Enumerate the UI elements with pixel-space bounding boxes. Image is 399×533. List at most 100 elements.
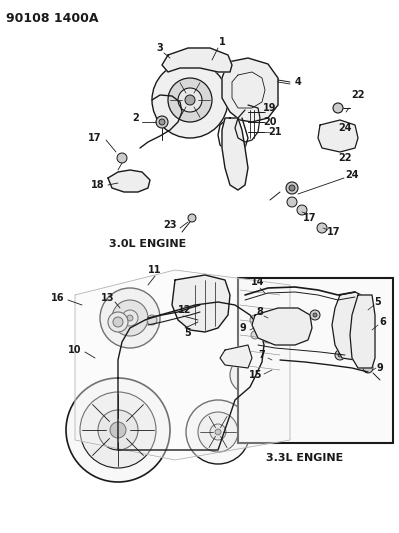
Text: 5: 5 [375, 297, 381, 307]
Circle shape [345, 333, 355, 343]
Text: 10: 10 [68, 345, 82, 355]
Circle shape [266, 336, 270, 340]
Circle shape [185, 95, 195, 105]
Text: 8: 8 [257, 307, 263, 317]
Text: 20: 20 [263, 117, 277, 127]
Polygon shape [350, 295, 375, 368]
Circle shape [313, 313, 317, 317]
Text: 9: 9 [240, 323, 246, 333]
Text: 14: 14 [251, 277, 265, 287]
Text: 18: 18 [91, 180, 105, 190]
Text: 17: 17 [303, 213, 317, 223]
Polygon shape [75, 270, 290, 460]
Circle shape [159, 119, 165, 125]
Text: 17: 17 [327, 227, 341, 237]
Circle shape [66, 378, 170, 482]
Circle shape [363, 363, 373, 373]
Circle shape [263, 333, 273, 343]
Circle shape [110, 422, 126, 438]
Circle shape [333, 133, 343, 143]
Circle shape [178, 88, 202, 112]
Polygon shape [222, 118, 248, 190]
Circle shape [348, 336, 352, 340]
Text: 19: 19 [263, 103, 277, 113]
Circle shape [287, 313, 297, 323]
Polygon shape [332, 292, 372, 360]
Circle shape [100, 288, 160, 348]
Circle shape [250, 315, 260, 325]
Circle shape [287, 197, 297, 207]
Text: 12: 12 [178, 305, 192, 315]
Circle shape [108, 312, 128, 332]
Circle shape [80, 392, 156, 468]
Circle shape [286, 182, 298, 194]
Text: 2: 2 [132, 113, 139, 123]
Text: 3.3L ENGINE: 3.3L ENGINE [267, 453, 344, 463]
Text: 22: 22 [338, 153, 352, 163]
Circle shape [266, 74, 278, 86]
Circle shape [193, 303, 203, 313]
Circle shape [198, 412, 238, 452]
Circle shape [210, 424, 226, 440]
Circle shape [333, 103, 343, 113]
Polygon shape [172, 275, 230, 332]
Circle shape [170, 57, 180, 67]
Text: 17: 17 [88, 133, 102, 143]
Circle shape [338, 353, 342, 357]
Circle shape [290, 316, 294, 320]
Circle shape [310, 310, 320, 320]
Bar [238, 278, 393, 443]
Polygon shape [108, 170, 150, 192]
Circle shape [207, 55, 217, 65]
Polygon shape [318, 120, 358, 152]
Circle shape [173, 60, 177, 64]
Text: 22: 22 [351, 90, 365, 100]
Text: 4: 4 [294, 77, 301, 87]
Circle shape [210, 58, 214, 62]
Circle shape [240, 328, 264, 352]
Polygon shape [222, 58, 278, 122]
Circle shape [263, 313, 273, 323]
Circle shape [156, 116, 168, 128]
Text: 5: 5 [185, 328, 192, 338]
Circle shape [297, 205, 307, 215]
Circle shape [112, 300, 148, 336]
Circle shape [266, 316, 270, 320]
Text: 11: 11 [148, 265, 162, 275]
Circle shape [317, 223, 327, 233]
Circle shape [147, 315, 157, 325]
Circle shape [215, 429, 221, 435]
Circle shape [188, 214, 196, 222]
Circle shape [98, 410, 138, 450]
Circle shape [246, 334, 258, 346]
Polygon shape [252, 308, 312, 345]
Text: 6: 6 [379, 317, 386, 327]
Circle shape [113, 317, 123, 327]
Text: 13: 13 [101, 293, 115, 303]
Polygon shape [162, 48, 232, 72]
Circle shape [251, 331, 259, 339]
Text: 16: 16 [51, 293, 65, 303]
Text: 24: 24 [338, 123, 352, 133]
Circle shape [230, 357, 266, 393]
Circle shape [244, 371, 252, 379]
Text: 90108 1400A: 90108 1400A [6, 12, 98, 25]
Text: 7: 7 [259, 350, 265, 360]
Text: 1: 1 [219, 37, 225, 47]
Circle shape [186, 400, 250, 464]
Circle shape [289, 185, 295, 191]
Text: 15: 15 [249, 370, 263, 380]
Text: 24: 24 [345, 170, 359, 180]
Text: 3.0L ENGINE: 3.0L ENGINE [109, 239, 187, 249]
Text: 3: 3 [157, 43, 163, 53]
Circle shape [230, 353, 240, 363]
Circle shape [122, 310, 138, 326]
Circle shape [343, 313, 347, 317]
Circle shape [340, 310, 350, 320]
Circle shape [117, 153, 127, 163]
Circle shape [335, 350, 345, 360]
Circle shape [129, 177, 141, 189]
Circle shape [269, 77, 275, 83]
Circle shape [152, 62, 228, 138]
Text: 9: 9 [377, 363, 383, 373]
